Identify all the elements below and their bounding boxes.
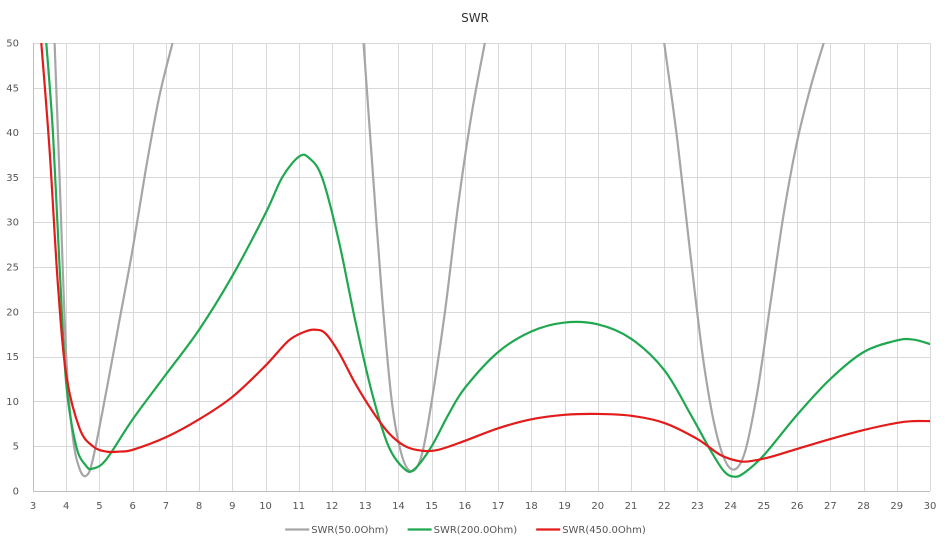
y-tick-label: 0 — [13, 487, 19, 498]
x-tick-label: 11 — [292, 501, 305, 512]
x-tick-label: 20 — [591, 501, 604, 512]
x-tick-label: 4 — [63, 501, 69, 512]
x-tick-label: 26 — [791, 501, 804, 512]
x-tick-label: 22 — [658, 501, 671, 512]
legend-label: SWR(450.0Ohm) — [562, 525, 646, 536]
series-line — [53, 43, 174, 478]
y-tick-label: 5 — [13, 442, 19, 453]
y-tick-label: 40 — [6, 128, 19, 139]
y-tick-label: 45 — [6, 83, 19, 94]
x-tick-label: 8 — [196, 501, 202, 512]
x-tick-label: 27 — [824, 501, 837, 512]
series-line — [663, 43, 825, 471]
series-line — [45, 43, 930, 478]
y-tick-label: 35 — [6, 173, 19, 184]
legend-item: SWR(50.0Ohm) — [285, 525, 389, 536]
x-tick-label: 16 — [459, 501, 472, 512]
x-tick-label: 10 — [259, 501, 272, 512]
x-tick-label: 17 — [492, 501, 505, 512]
x-tick-label: 15 — [425, 501, 438, 512]
x-tick-label: 28 — [857, 501, 870, 512]
y-tick-label: 50 — [6, 39, 19, 50]
legend-label: SWR(200.0Ohm) — [434, 525, 518, 536]
series-line — [40, 43, 930, 463]
x-tick-label: 18 — [525, 501, 538, 512]
x-tick-label: 24 — [724, 501, 737, 512]
x-tick-label: 3 — [30, 501, 36, 512]
series-swr-50-0ohm — [53, 43, 825, 478]
y-tick-label: 10 — [6, 397, 19, 408]
x-tick-label: 12 — [326, 501, 339, 512]
series-lines — [40, 43, 930, 478]
x-tick-label: 9 — [229, 501, 235, 512]
y-tick-label: 20 — [6, 307, 19, 318]
x-tick-label: 13 — [359, 501, 372, 512]
series-swr-200-0ohm — [45, 43, 930, 478]
grid-lines — [33, 43, 931, 491]
legend: SWR(50.0Ohm) SWR(200.0Ohm) SWR(450.0Ohm) — [285, 525, 646, 536]
y-tick-label: 30 — [6, 218, 19, 229]
x-tick-label: 23 — [691, 501, 704, 512]
y-tick-label: 25 — [6, 263, 19, 274]
legend-item: SWR(200.0Ohm) — [407, 525, 518, 536]
series-swr-450-0ohm — [40, 43, 930, 463]
chart-title: SWR — [461, 11, 489, 25]
x-tick-label: 5 — [96, 501, 102, 512]
legend-item: SWR(450.0Ohm) — [536, 525, 646, 536]
x-tick-label: 6 — [129, 501, 135, 512]
series-line — [362, 43, 486, 473]
x-tick-label: 29 — [890, 501, 903, 512]
y-tick-label: 15 — [6, 352, 19, 363]
x-tick-label: 21 — [625, 501, 638, 512]
x-tick-label: 7 — [163, 501, 169, 512]
x-tick-label: 30 — [924, 501, 937, 512]
axes: 3 4 5 6 7 8 9 10 11 12 13 14 15 16 17 18 19 20 21 22 23 24 25 2… — [6, 39, 936, 513]
x-tick-label: 19 — [558, 501, 571, 512]
legend-label: SWR(50.0Ohm) — [311, 525, 388, 536]
x-tick-label: 25 — [758, 501, 771, 512]
x-tick-label: 14 — [392, 501, 405, 512]
